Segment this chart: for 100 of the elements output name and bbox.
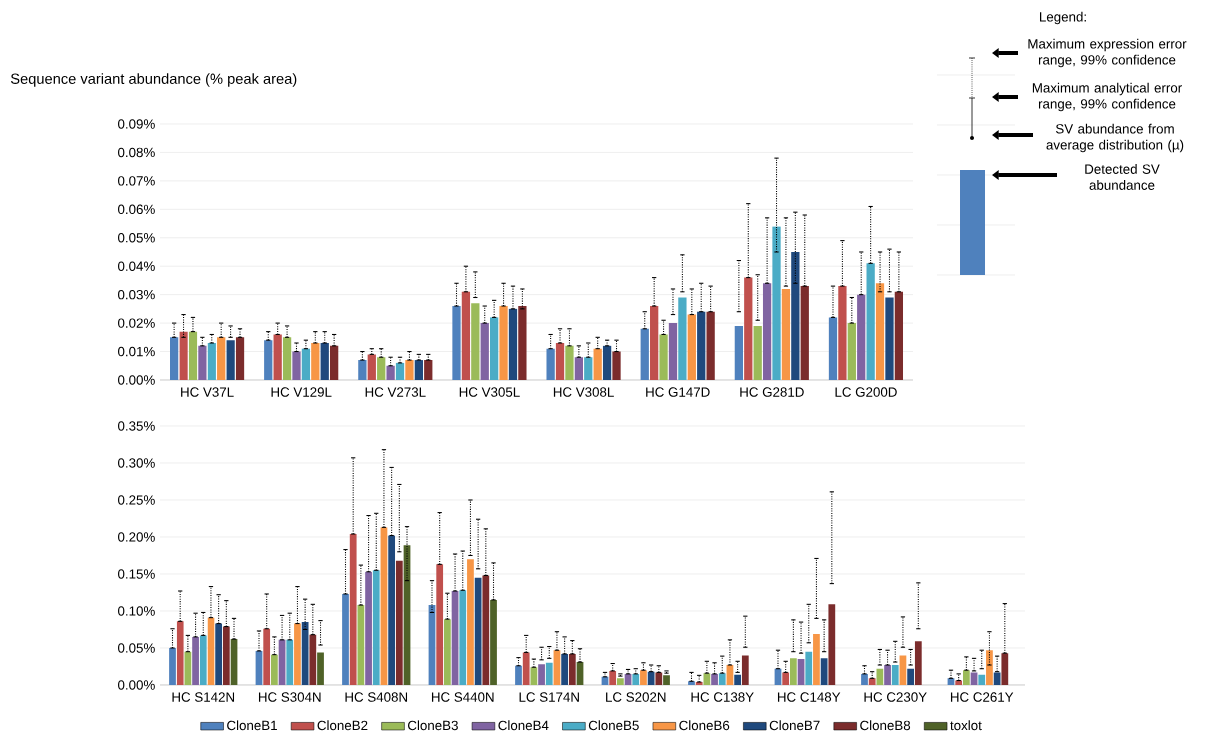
bar [847, 323, 856, 380]
text: Maximum analytical error range, 99% confidence [1032, 82, 1182, 112]
x-tick-label: LC S202N [606, 692, 666, 702]
bar [490, 317, 499, 380]
x-tick-label: HC S142N [172, 692, 235, 702]
x-tick-label: HC V305L [459, 387, 520, 397]
bar [640, 670, 647, 685]
bar [215, 623, 223, 685]
bar [372, 570, 380, 685]
bar [593, 348, 602, 380]
x-tick-label: HC V37L [181, 387, 234, 397]
x-tick-label: HC G281D [740, 387, 804, 397]
y-tick-label: 0.02% [118, 318, 155, 328]
y-tick-label: 0.03% [118, 289, 155, 300]
bar [222, 626, 230, 685]
bar [753, 325, 762, 380]
bar [508, 308, 518, 380]
bar [774, 668, 782, 685]
bar [789, 658, 797, 685]
bar [650, 306, 659, 380]
bar [885, 297, 894, 380]
bar [655, 672, 663, 685]
x-tick-label: HC V273L [365, 387, 426, 397]
bar [459, 590, 467, 685]
bar [530, 667, 538, 685]
bar [602, 345, 612, 380]
legend-label: CloneB5 [588, 720, 639, 731]
bar [561, 653, 569, 685]
x-tick-label: LC G200D [835, 387, 897, 397]
x-tick-label: HC S304N [258, 692, 321, 702]
bar [320, 343, 329, 380]
bar [791, 251, 800, 380]
bar [255, 650, 263, 685]
bar [875, 283, 885, 380]
bar [632, 673, 640, 685]
y-tick-label: 0.30% [118, 458, 155, 468]
bar [565, 345, 574, 380]
bar [800, 286, 809, 380]
bar [697, 311, 706, 380]
bar [663, 675, 670, 685]
bar [820, 658, 828, 685]
bar [805, 651, 813, 685]
bar [365, 571, 372, 685]
bar [311, 343, 320, 380]
bar [235, 337, 245, 380]
bar [414, 360, 423, 380]
bar [584, 357, 593, 380]
bar [857, 294, 866, 380]
bar [301, 348, 311, 380]
bar [970, 672, 978, 685]
bar [395, 362, 405, 380]
bar [1001, 653, 1009, 685]
bar [444, 619, 451, 685]
bar [518, 306, 527, 380]
bar [876, 668, 884, 685]
bar [659, 334, 668, 380]
bar [555, 343, 565, 380]
bar [609, 670, 617, 685]
bar [176, 621, 184, 685]
bar [264, 340, 273, 380]
bar [226, 340, 235, 380]
bar [192, 636, 199, 685]
bar [388, 535, 396, 685]
bar [474, 577, 482, 685]
bar [772, 226, 781, 380]
bar [546, 348, 555, 380]
bar [647, 671, 655, 685]
bar [884, 665, 891, 685]
legend-label: toxlot [950, 720, 982, 731]
legend-label: CloneB4 [498, 720, 549, 731]
bar [480, 323, 489, 380]
bar [358, 360, 367, 380]
bar [574, 357, 583, 380]
bar [467, 559, 474, 685]
bar [286, 639, 294, 685]
y-tick-label: 0.00% [118, 680, 155, 690]
legend-label: CloneB1 [227, 720, 277, 731]
bar [349, 534, 357, 685]
y-tick-label: 0.04% [118, 261, 155, 271]
bar [452, 306, 461, 380]
bar [838, 286, 847, 380]
bar [263, 628, 271, 685]
bar [687, 314, 696, 380]
bar [207, 343, 216, 380]
y-tick-label: 0.09% [118, 119, 155, 129]
bar [461, 291, 471, 380]
x-tick-label: HC G147D [646, 387, 710, 397]
x-tick-label: HC V308L [553, 387, 614, 397]
y-tick-label: 0.05% [118, 233, 155, 243]
y-tick-label: 0.08% [118, 147, 155, 158]
bar [357, 605, 365, 685]
bar [640, 328, 649, 380]
bar [907, 668, 915, 685]
legend-label: CloneB7 [769, 720, 820, 731]
bar [734, 325, 744, 380]
bar [184, 651, 192, 685]
bar [482, 575, 490, 685]
bar [169, 337, 179, 380]
x-tick-label: LC S174N [519, 692, 579, 702]
text: Maximum expression error range, 99% confidence [1028, 38, 1187, 68]
